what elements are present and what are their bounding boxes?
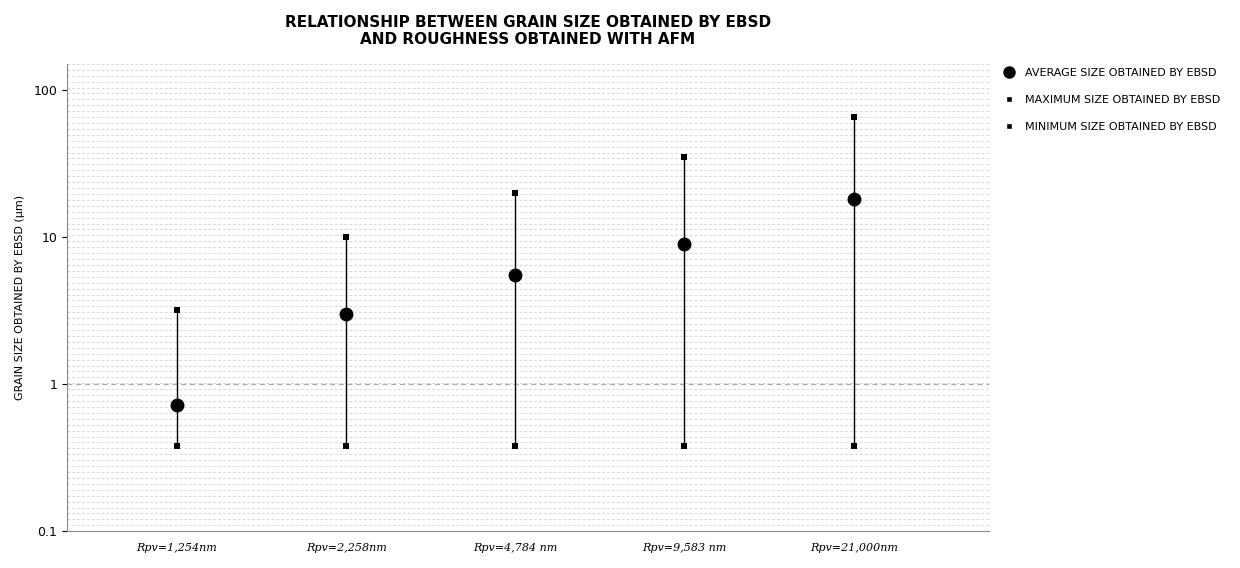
Title: RELATIONSHIP BETWEEN GRAIN SIZE OBTAINED BY EBSD
AND ROUGHNESS OBTAINED WITH AFM: RELATIONSHIP BETWEEN GRAIN SIZE OBTAINED… [285,15,771,47]
Legend: AVERAGE SIZE OBTAINED BY EBSD, MAXIMUM SIZE OBTAINED BY EBSD, MINIMUM SIZE OBTAI: AVERAGE SIZE OBTAINED BY EBSD, MAXIMUM S… [998,64,1225,136]
Y-axis label: GRAIN SIZE OBTAINED BY EBSD (μm): GRAIN SIZE OBTAINED BY EBSD (μm) [15,195,25,400]
